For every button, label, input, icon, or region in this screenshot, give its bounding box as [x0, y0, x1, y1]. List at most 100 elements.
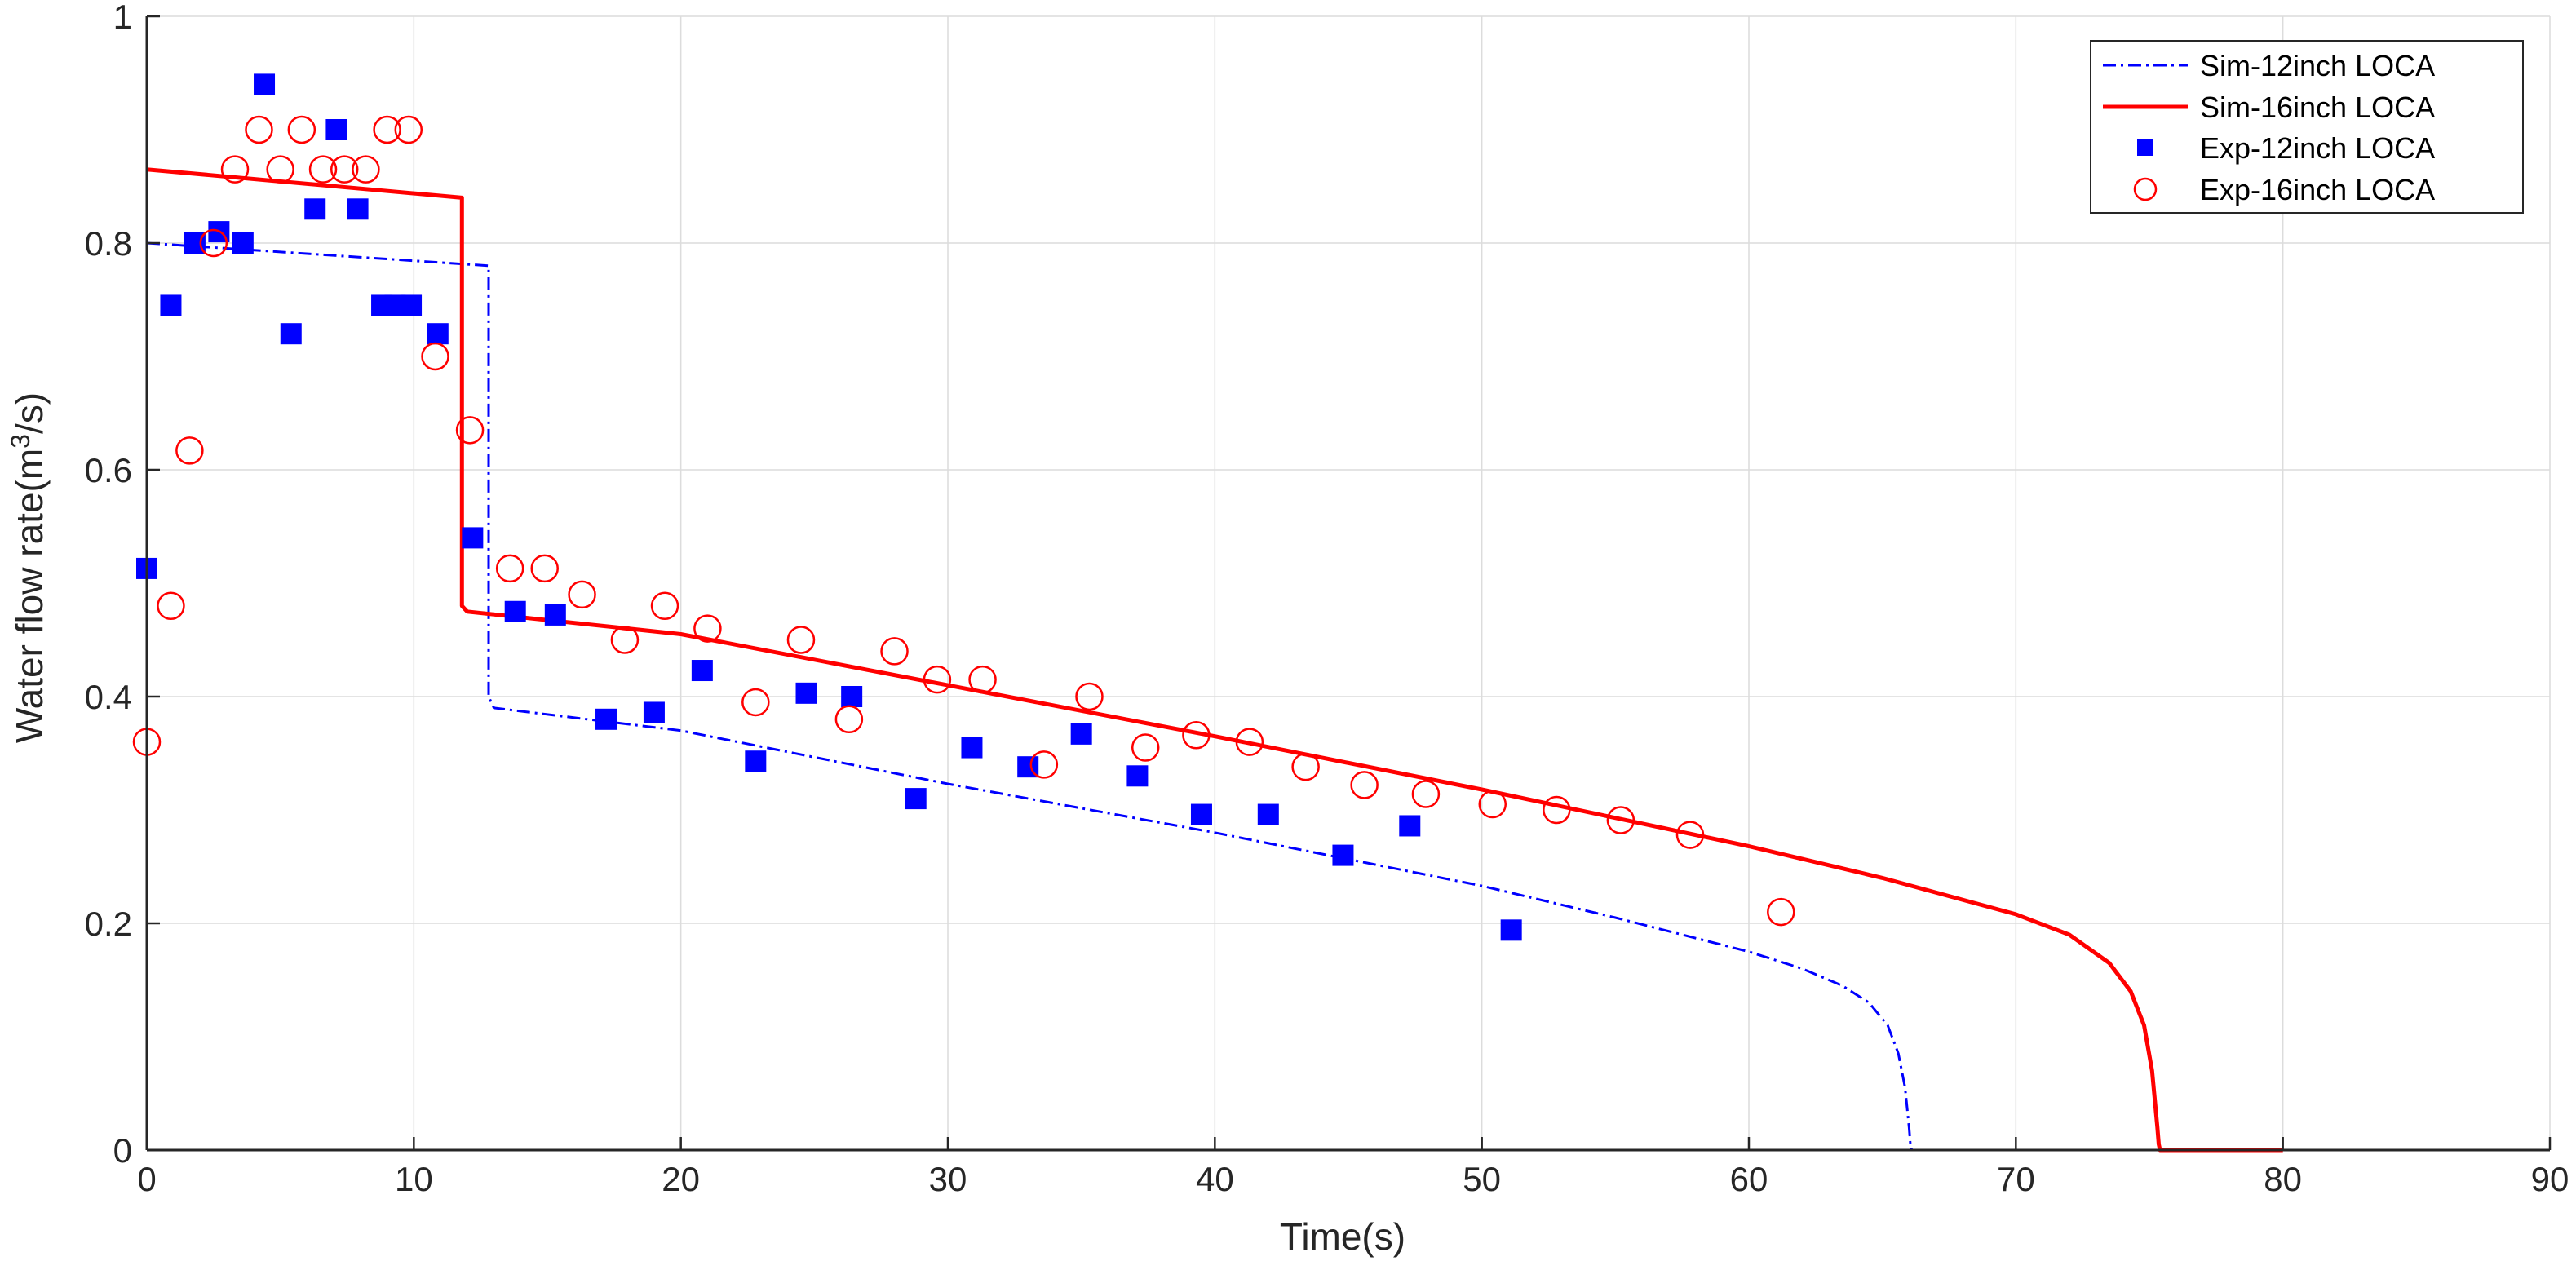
legend-exp-16inch-label: Exp-16inch LOCA [2200, 173, 2435, 206]
x-tick-label-5: 50 [1463, 1160, 1501, 1198]
point-exp-12inch-loca-19 [691, 660, 713, 682]
x-tick-label-3: 30 [929, 1160, 967, 1198]
point-exp-12inch-loca-18 [643, 701, 665, 723]
y-tick-label-4: 0.8 [85, 224, 132, 263]
point-exp-12inch-loca-23 [905, 788, 927, 810]
y-tick-label-3: 0.6 [85, 451, 132, 489]
point-exp-16inch-loca-25 [923, 665, 952, 694]
point-exp-12inch-loca-12 [401, 294, 423, 316]
legend-exp-16inch-marker [2133, 177, 2158, 201]
point-exp-16inch-loca-33 [1350, 771, 1379, 799]
legend: Sim-12inch LOCA Sim-16inch LOCA Exp-12in… [2090, 40, 2524, 214]
point-exp-16inch-loca-31 [1235, 728, 1264, 756]
point-exp-16inch-loca-39 [1767, 897, 1795, 927]
point-exp-16inch-loca-26 [968, 665, 997, 694]
point-exp-12inch-loca-17 [595, 708, 617, 730]
x-tick-label-8: 80 [2264, 1160, 2302, 1198]
y-tick-label-2: 0.4 [85, 678, 132, 716]
point-exp-12inch-loca-1 [160, 294, 182, 316]
point-exp-16inch-loca-6 [266, 155, 294, 184]
y-axis-title-sup: 3 [6, 434, 35, 449]
point-exp-16inch-loca-8 [308, 155, 338, 184]
point-exp-12inch-loca-13 [427, 323, 449, 345]
point-exp-16inch-loca-29 [1131, 733, 1160, 762]
line-sim-12inch-loca [146, 241, 2163, 1152]
point-exp-16inch-loca-12 [394, 115, 423, 144]
point-exp-16inch-loca-22 [786, 626, 816, 654]
x-tick-label-2: 20 [662, 1160, 700, 1198]
y-tick-labels: 0 0.2 0.4 0.6 0.8 1 [85, 0, 132, 1170]
point-exp-16inch-loca-38 [1675, 821, 1705, 849]
y-axis-title: Water flow rate(m3/s) [6, 392, 51, 743]
line-sim-16inch-loca [146, 167, 2283, 1153]
point-exp-12inch-loca-8 [325, 119, 347, 140]
point-exp-16inch-loca-35 [1478, 790, 1507, 819]
legend-sim-16inch-label: Sim-16inch LOCA [2200, 91, 2435, 124]
point-exp-16inch-loca-20 [693, 614, 722, 643]
point-exp-16inch-loca-19 [650, 591, 679, 621]
x-tick-label-4: 40 [1196, 1160, 1234, 1198]
point-exp-12inch-loca-20 [745, 750, 767, 772]
x-tick-label-1: 10 [395, 1160, 433, 1198]
legend-sim-12inch-label: Sim-12inch LOCA [2200, 49, 2435, 82]
point-exp-16inch-loca-34 [1411, 780, 1441, 808]
point-exp-12inch-loca-32 [1500, 919, 1522, 941]
point-exp-16inch-loca-30 [1182, 721, 1211, 750]
point-exp-16inch-loca-11 [373, 115, 401, 144]
y-axis-title-suffix: /s) [8, 392, 51, 434]
series-exp-16inch-loca [132, 115, 1795, 927]
point-exp-12inch-loca-9 [347, 198, 369, 220]
series-exp-12inch-loca [136, 73, 1522, 941]
x-tick-label-0: 0 [137, 1160, 156, 1198]
point-exp-16inch-loca-27 [1029, 750, 1059, 779]
y-tick-label-0: 0 [113, 1131, 132, 1170]
point-exp-16inch-loca-28 [1075, 682, 1104, 711]
point-exp-16inch-loca-9 [330, 155, 359, 184]
point-exp-12inch-loca-21 [795, 682, 817, 704]
point-exp-16inch-loca-4 [220, 155, 250, 184]
point-exp-16inch-loca-7 [287, 115, 316, 144]
point-exp-16inch-loca-36 [1543, 795, 1571, 825]
point-exp-12inch-loca-16 [544, 604, 566, 626]
point-exp-12inch-loca-26 [1070, 723, 1092, 745]
series-layer [132, 73, 2283, 1153]
point-exp-12inch-loca-29 [1257, 803, 1279, 825]
point-exp-12inch-loca-5 [254, 73, 276, 95]
y-tick-label-1: 0.2 [85, 905, 132, 943]
point-exp-16inch-loca-5 [245, 115, 273, 144]
point-exp-16inch-loca-17 [568, 580, 596, 609]
point-exp-16inch-loca-3 [199, 228, 228, 258]
point-exp-16inch-loca-32 [1291, 752, 1320, 781]
legend-box [2090, 40, 2524, 214]
y-axis-title-prefix: Water flow rate(m [8, 449, 51, 743]
point-exp-12inch-loca-31 [1399, 815, 1421, 837]
x-tick-label-7: 70 [1997, 1160, 2035, 1198]
legend-exp-12inch-marker [2137, 139, 2153, 156]
point-exp-12inch-loca-24 [961, 737, 983, 759]
point-exp-16inch-loca-18 [610, 626, 640, 654]
point-exp-16inch-loca-10 [352, 155, 380, 184]
point-exp-16inch-loca-21 [741, 688, 770, 717]
x-axis-title: Time(s) [1280, 1215, 1405, 1258]
point-exp-12inch-loca-22 [841, 686, 863, 707]
point-exp-16inch-loca-13 [421, 342, 449, 371]
point-exp-16inch-loca-14 [455, 416, 485, 445]
point-exp-12inch-loca-6 [280, 323, 302, 345]
point-exp-12inch-loca-30 [1332, 844, 1354, 866]
point-exp-16inch-loca-15 [495, 554, 524, 583]
x-tick-label-6: 60 [1730, 1160, 1768, 1198]
point-exp-12inch-loca-15 [504, 600, 526, 622]
point-exp-12inch-loca-14 [462, 527, 484, 549]
point-exp-16inch-loca-37 [1606, 806, 1635, 834]
point-exp-16inch-loca-2 [175, 436, 204, 465]
series-sim-16inch-loca [146, 167, 2283, 1153]
point-exp-16inch-loca-16 [530, 554, 559, 583]
x-tick-label-9: 90 [2531, 1160, 2569, 1198]
point-exp-12inch-loca-27 [1126, 765, 1149, 787]
axes [145, 15, 2552, 1152]
point-exp-12inch-loca-7 [304, 198, 326, 220]
point-exp-12inch-loca-4 [232, 232, 254, 254]
point-exp-16inch-loca-1 [157, 591, 185, 621]
point-exp-16inch-loca-23 [834, 705, 864, 734]
